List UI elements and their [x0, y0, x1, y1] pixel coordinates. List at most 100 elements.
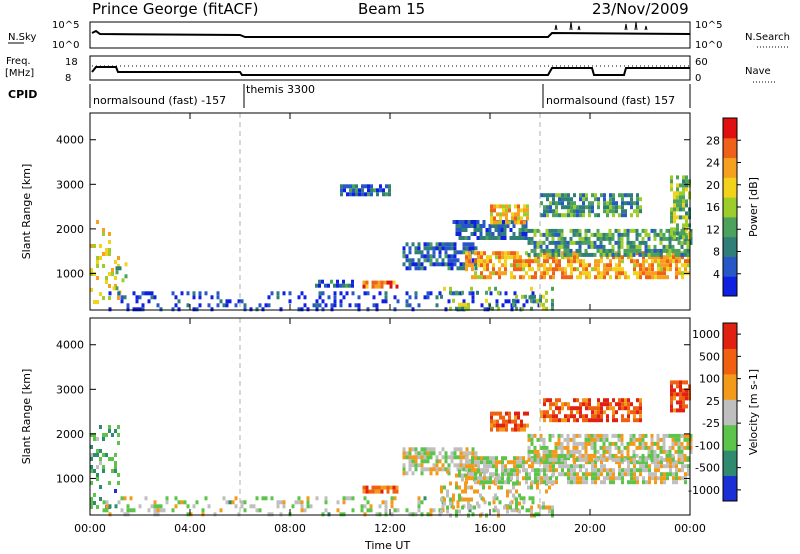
cell — [420, 254, 424, 259]
cell — [514, 423, 517, 428]
cell — [297, 500, 301, 505]
cell — [318, 283, 321, 288]
cell — [627, 418, 630, 423]
cell — [461, 220, 465, 224]
cell — [663, 259, 666, 264]
cell — [672, 255, 675, 260]
cell — [674, 252, 678, 257]
cell — [444, 307, 448, 312]
cell — [543, 402, 546, 407]
cell — [461, 302, 464, 307]
cell — [552, 464, 555, 469]
cell — [657, 275, 660, 280]
cell — [90, 433, 93, 437]
cell — [455, 228, 459, 232]
cell — [456, 447, 460, 452]
cell — [153, 504, 157, 509]
cell — [467, 236, 471, 240]
cell — [511, 212, 514, 217]
cell — [579, 259, 582, 264]
cell — [596, 457, 600, 462]
cell — [480, 476, 483, 481]
cell — [321, 307, 325, 312]
cell — [462, 463, 466, 468]
cell — [441, 447, 445, 452]
cell — [606, 213, 609, 218]
cell — [670, 388, 673, 393]
cell — [503, 236, 507, 240]
cell — [561, 201, 564, 206]
cell — [570, 213, 573, 218]
cell — [530, 433, 534, 438]
cell — [554, 457, 558, 462]
cell — [513, 255, 516, 260]
cell — [642, 468, 645, 473]
cell — [552, 197, 555, 202]
cell — [672, 464, 675, 469]
cell — [545, 306, 548, 311]
cell — [555, 468, 558, 473]
cell — [420, 500, 424, 505]
cell — [480, 480, 483, 485]
cell — [682, 203, 685, 208]
cell — [512, 493, 515, 498]
cell — [420, 447, 424, 452]
cell — [621, 193, 624, 198]
cell — [591, 472, 594, 477]
cell — [555, 205, 558, 210]
cell — [526, 411, 529, 416]
cell — [495, 472, 498, 477]
cell — [682, 207, 685, 212]
cell — [459, 266, 463, 271]
cell — [494, 236, 498, 240]
cell — [339, 283, 342, 288]
cell — [366, 291, 370, 296]
cell — [408, 303, 412, 308]
cell — [575, 248, 579, 253]
cell — [330, 307, 334, 312]
cell — [503, 505, 506, 510]
cell — [641, 453, 645, 458]
cell — [453, 262, 457, 267]
cell — [450, 246, 454, 251]
cell — [549, 414, 552, 419]
cell — [633, 418, 636, 423]
cell — [390, 500, 394, 505]
cell — [582, 201, 585, 206]
cell — [495, 456, 498, 461]
cell — [675, 259, 678, 264]
cell — [504, 259, 507, 264]
cell — [192, 504, 196, 509]
cell — [564, 402, 567, 407]
cell — [420, 471, 424, 476]
cell — [474, 251, 477, 256]
cell — [384, 512, 388, 517]
cell — [676, 175, 679, 180]
cell — [530, 240, 534, 245]
cell — [111, 457, 114, 461]
colorbar-tick-label: -500 — [695, 462, 720, 475]
cell — [336, 279, 339, 284]
cell — [461, 473, 464, 478]
cell — [479, 232, 483, 236]
cell — [597, 406, 600, 411]
cell — [519, 255, 522, 260]
cell — [656, 441, 660, 446]
cell — [557, 244, 561, 249]
station-title: Prince George (fitACF) — [92, 0, 258, 18]
cell — [177, 299, 181, 304]
cell — [662, 441, 666, 446]
cell — [564, 418, 567, 423]
cell — [560, 232, 564, 237]
cell — [525, 299, 529, 304]
cell — [608, 232, 612, 237]
cell — [600, 480, 603, 485]
cell — [456, 504, 460, 509]
cell — [648, 275, 651, 280]
cell — [552, 402, 555, 407]
cell — [590, 240, 594, 245]
cell — [517, 204, 520, 209]
cell — [455, 220, 459, 224]
cell — [461, 477, 464, 482]
cell — [147, 508, 151, 513]
